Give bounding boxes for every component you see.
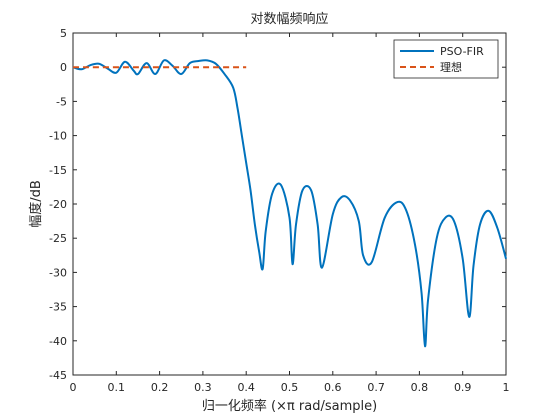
x-tick-label: 0.8 (411, 381, 429, 394)
legend: PSO-FIR 理想 (393, 39, 499, 79)
plot-area (72, 32, 507, 376)
x-tick-label: 0.5 (281, 381, 299, 394)
y-axis-title: 幅度/dB (28, 180, 44, 228)
x-axis: 0 0.1 0.2 0.3 0.4 0.5 0.6 0.7 0.8 0.9 1 (70, 33, 510, 394)
y-axis: 5 0 -5 -10 -15 -20 -25 -30 -35 -40 -45 (49, 27, 506, 382)
y-tick-label: -45 (49, 369, 67, 382)
legend-label-pso-fir: PSO-FIR (440, 45, 484, 58)
series-line-pso-fir (72, 59, 507, 348)
x-tick-label: 0.7 (367, 381, 385, 394)
x-axis-title: 归一化频率 (×π rad/sample) (202, 398, 377, 414)
x-tick-label: 0.6 (324, 381, 342, 394)
y-tick-label: 0 (60, 61, 67, 74)
x-tick-label: 0.4 (237, 381, 255, 394)
y-tick-label: -40 (49, 335, 67, 348)
x-tick-label: 0 (70, 381, 77, 394)
chart-title: 对数幅频响应 (250, 11, 328, 27)
series-layer (72, 59, 507, 348)
y-tick-label: -20 (49, 198, 67, 211)
x-tick-label: 0.3 (194, 381, 212, 394)
x-tick-label: 0.2 (151, 381, 169, 394)
y-tick-label: -10 (49, 130, 67, 143)
y-tick-label: -25 (49, 232, 67, 245)
x-tick-label: 1 (503, 381, 510, 394)
y-tick-label: -15 (49, 164, 67, 177)
y-tick-label: -30 (49, 266, 67, 279)
x-tick-label: 0.1 (108, 381, 126, 394)
legend-label-ideal: 理想 (440, 60, 462, 74)
y-tick-label: -5 (56, 95, 67, 108)
y-tick-label: 5 (60, 27, 67, 40)
x-tick-label: 0.9 (454, 381, 472, 394)
legend-box (393, 39, 499, 79)
y-tick-label: -35 (49, 301, 67, 314)
